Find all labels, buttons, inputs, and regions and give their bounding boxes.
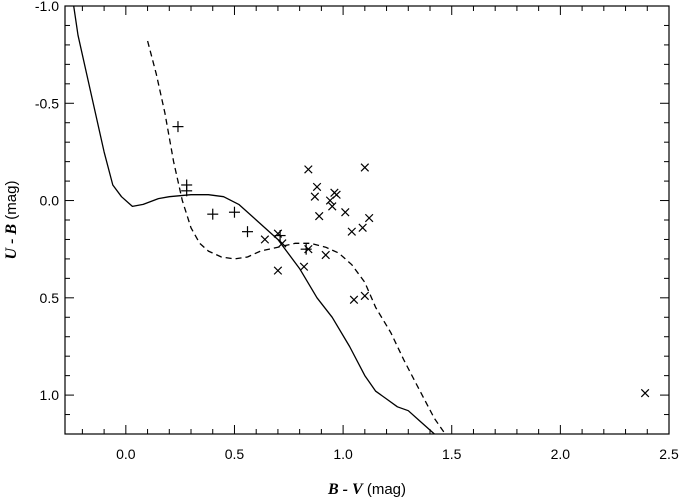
cross-marker: [347, 227, 357, 236]
cross-marker: [321, 250, 330, 260]
x-axis-label: B - V (mag): [327, 481, 406, 498]
cross-marker: [640, 388, 650, 398]
plot-area: [73, 6, 650, 434]
cross-marker: [273, 266, 283, 275]
y-axis-label: U - B (mag): [3, 181, 20, 260]
cross-marker: [310, 192, 320, 201]
cross-marker: [314, 211, 324, 221]
cross-marker: [341, 207, 350, 217]
y-axis-label-var: U - B: [3, 224, 20, 260]
y-tick-label: -1.0: [35, 0, 59, 14]
y-tick-label: 0.5: [40, 290, 60, 306]
cross-marker: [328, 202, 337, 211]
x-tick-label: 2.0: [551, 446, 571, 462]
cross-marker: [273, 229, 283, 238]
cross-marker: [299, 262, 309, 271]
plus-marker: [181, 185, 193, 197]
y-axis-label-unit: (mag): [3, 181, 20, 224]
cross-marker: [304, 165, 313, 174]
y-tick-label: 0.0: [40, 193, 60, 209]
cross-marker: [304, 244, 313, 254]
cross-marker: [360, 291, 370, 301]
y-tick-label: 1.0: [40, 387, 60, 403]
x-tick-label: 1.5: [442, 446, 462, 462]
ticks: [65, 5, 670, 435]
plus-marker: [207, 208, 219, 220]
cross-marker: [358, 223, 367, 233]
y-tick-label: -0.5: [35, 95, 59, 111]
x-axis-label-var: B - V: [327, 481, 364, 498]
tick-labels: 0.0 0.5 1.0 1.5 2.0 2.5 -1.0 -0.5 0.0 0.5 1.0: [35, 0, 679, 462]
cross-marker: [364, 213, 374, 223]
cross-marker: [278, 239, 287, 248]
cross-marker: [260, 235, 270, 244]
x-tick-label: 2.5: [659, 446, 679, 462]
x-axis-label-unit: (mag): [363, 481, 406, 498]
plus-marker: [242, 226, 254, 238]
dashed-curve: [146, 40, 446, 434]
cross-marker: [360, 163, 370, 172]
cross-marker: [312, 182, 322, 192]
x-tick-label: 0.5: [225, 446, 245, 462]
solid-curve: [73, 6, 435, 434]
plus-marker: [172, 121, 184, 133]
x-tick-label: 0.0: [116, 446, 136, 462]
plus-marker: [228, 206, 240, 218]
cross-marker: [349, 295, 359, 304]
plus-marker: [300, 243, 312, 255]
cross-marker: [332, 190, 341, 199]
x-tick-label: 1.0: [333, 446, 353, 462]
